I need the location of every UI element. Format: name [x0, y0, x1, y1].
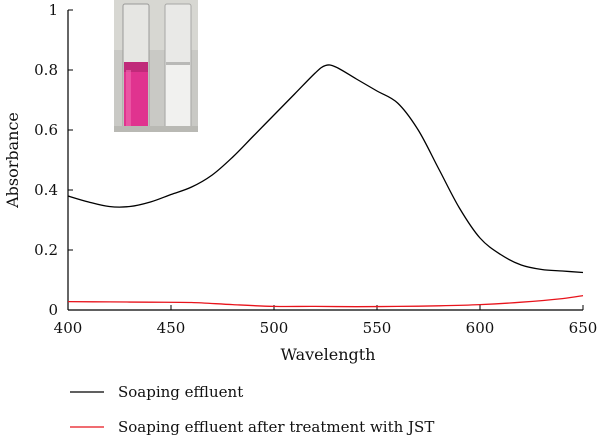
series-layer — [67, 64, 584, 308]
x-tick-label: 600 — [466, 319, 495, 337]
x-axis-title: Wavelength — [281, 345, 376, 364]
axes: 400 450 500 550 600 650 0 0.2 0.4 0.6 0.8 1 — [34, 1, 597, 337]
legend: Soaping effluent Soaping effluent after … — [70, 383, 434, 436]
x-tick-label: 650 — [569, 319, 598, 337]
series-line-after-treatment — [67, 294, 584, 308]
y-tick-label: 0.4 — [34, 181, 58, 199]
x-tick-label: 500 — [260, 319, 289, 337]
series-line-soaping-effluent — [67, 64, 584, 274]
y-tick-label: 0.6 — [34, 121, 58, 139]
legend-label-soaping-effluent: Soaping effluent — [118, 383, 243, 401]
y-tick-label: 0 — [48, 301, 58, 319]
y-axis-title: Absorbance — [3, 112, 22, 209]
y-tick-label: 1 — [48, 1, 58, 19]
x-tick-label: 450 — [157, 319, 186, 337]
inset-vial-photo — [114, 0, 198, 132]
y-tick-label: 0.8 — [34, 61, 58, 79]
x-tick-label: 400 — [54, 319, 83, 337]
x-tick-label: 550 — [363, 319, 392, 337]
legend-label-after-treatment: Soaping effluent after treatment with JS… — [118, 418, 434, 436]
axis-labels: Wavelength Absorbance — [3, 112, 375, 364]
y-tick-label: 0.2 — [34, 241, 58, 259]
